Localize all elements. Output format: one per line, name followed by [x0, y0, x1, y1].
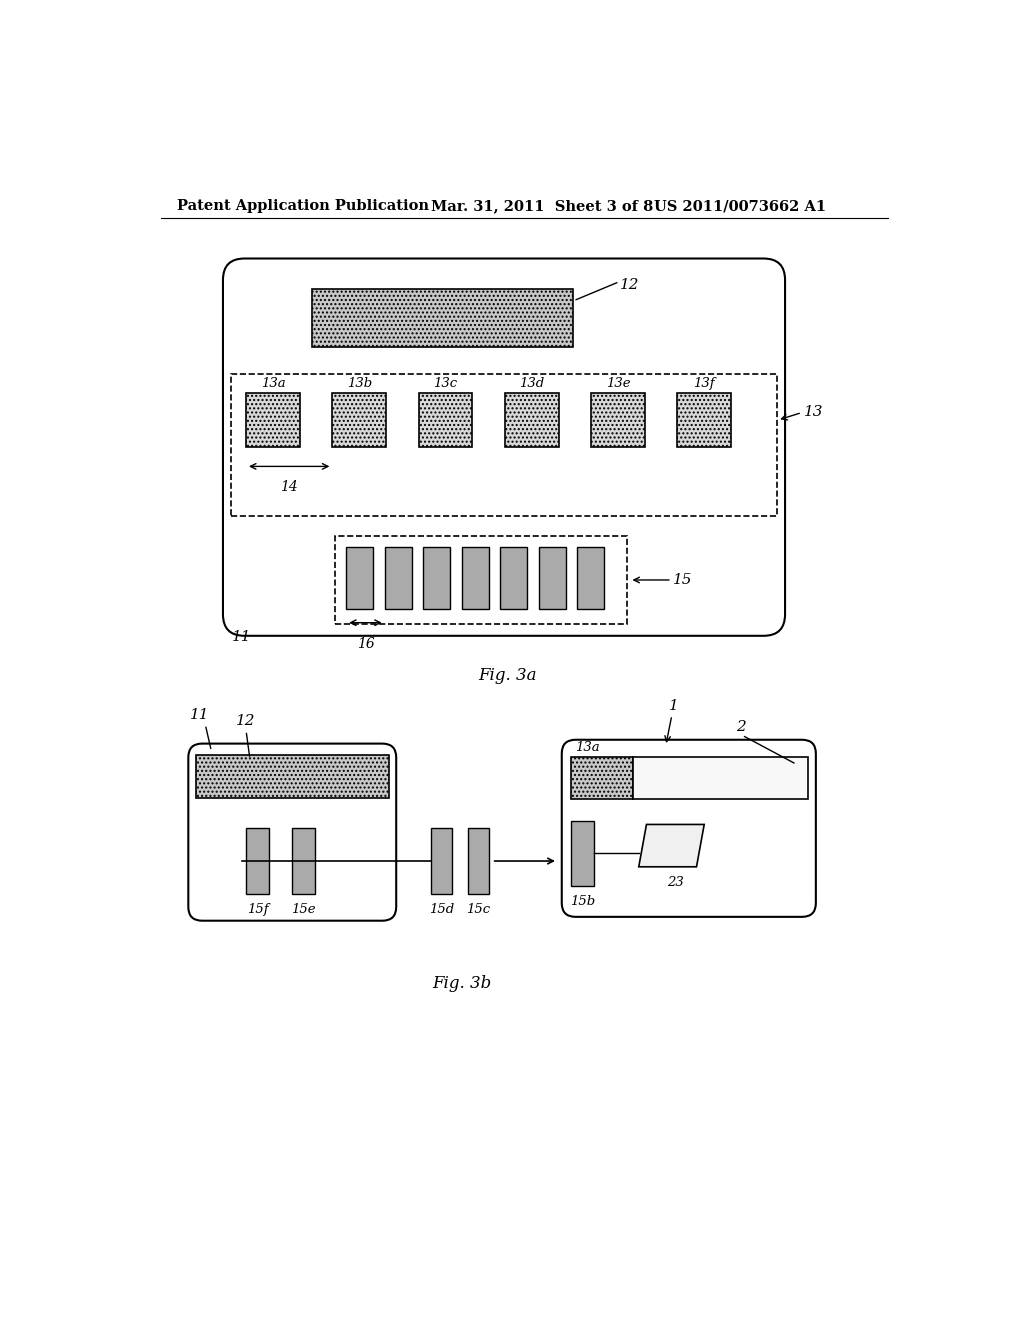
- Bar: [423, 548, 451, 609]
- Bar: [633, 756, 808, 799]
- Text: Mar. 31, 2011  Sheet 3 of 8: Mar. 31, 2011 Sheet 3 of 8: [431, 199, 653, 213]
- Text: 16: 16: [356, 636, 375, 651]
- Text: 1: 1: [669, 698, 678, 713]
- Bar: [571, 821, 594, 886]
- Text: 23: 23: [667, 876, 684, 890]
- Bar: [462, 548, 488, 609]
- Bar: [196, 755, 388, 797]
- Bar: [505, 393, 559, 447]
- Bar: [385, 548, 412, 609]
- Text: 13a: 13a: [261, 378, 286, 391]
- Text: Fig. 3a: Fig. 3a: [478, 667, 538, 684]
- Text: 15: 15: [674, 573, 693, 587]
- Text: 15f: 15f: [247, 903, 268, 916]
- Text: 15d: 15d: [429, 903, 455, 916]
- Polygon shape: [639, 825, 705, 867]
- Text: 13e: 13e: [605, 378, 631, 391]
- Bar: [230, 374, 777, 516]
- Bar: [591, 393, 645, 447]
- Text: 15c: 15c: [467, 903, 490, 916]
- Text: 11: 11: [190, 708, 210, 722]
- Text: 13d: 13d: [519, 378, 545, 391]
- Bar: [677, 393, 731, 447]
- Text: 11: 11: [232, 630, 252, 644]
- Text: 13: 13: [804, 405, 824, 420]
- Bar: [335, 536, 628, 624]
- Text: 14: 14: [281, 480, 298, 494]
- Text: 15b: 15b: [570, 895, 595, 908]
- Text: 13b: 13b: [347, 378, 372, 391]
- Text: 15e: 15e: [292, 903, 316, 916]
- Text: Patent Application Publication: Patent Application Publication: [177, 199, 429, 213]
- Text: 12: 12: [237, 714, 256, 729]
- Bar: [419, 393, 472, 447]
- FancyBboxPatch shape: [188, 743, 396, 921]
- Bar: [246, 393, 300, 447]
- Bar: [311, 289, 573, 347]
- Text: 2: 2: [736, 719, 745, 734]
- Text: 12: 12: [620, 277, 639, 292]
- Text: 13f: 13f: [693, 378, 715, 391]
- Bar: [431, 829, 453, 894]
- Bar: [539, 548, 565, 609]
- Bar: [346, 548, 373, 609]
- Bar: [292, 829, 315, 894]
- Bar: [333, 393, 386, 447]
- Bar: [468, 829, 489, 894]
- Bar: [578, 548, 604, 609]
- FancyBboxPatch shape: [223, 259, 785, 636]
- Bar: [246, 829, 269, 894]
- Text: 13a: 13a: [574, 741, 599, 754]
- Bar: [571, 756, 633, 799]
- Text: Fig. 3b: Fig. 3b: [432, 974, 492, 991]
- Bar: [500, 548, 527, 609]
- Text: 13c: 13c: [433, 378, 458, 391]
- Text: US 2011/0073662 A1: US 2011/0073662 A1: [654, 199, 826, 213]
- FancyBboxPatch shape: [562, 739, 816, 917]
